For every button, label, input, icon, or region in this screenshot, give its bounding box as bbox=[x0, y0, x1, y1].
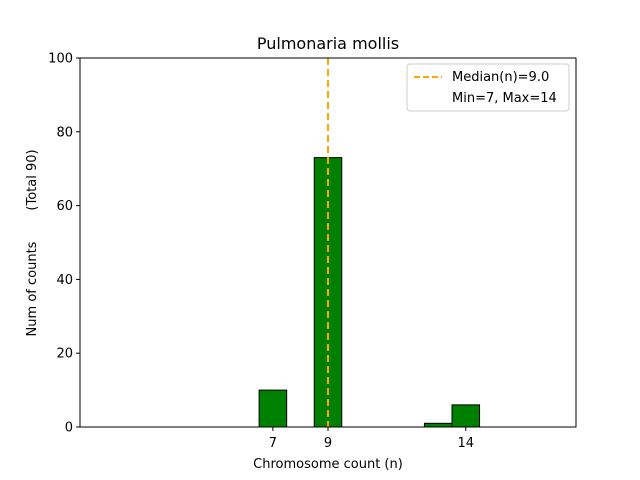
x-tick-label: 9 bbox=[324, 436, 332, 451]
y-axis-label: Num of counts bbox=[25, 241, 40, 336]
legend-box bbox=[406, 63, 570, 112]
y-tick-label: 80 bbox=[56, 125, 73, 140]
legend-entry-minmax: Min=7, Max=14 bbox=[452, 91, 557, 106]
y-tick-label: 0 bbox=[65, 421, 73, 436]
x-axis-label: Chromosome count (n) bbox=[253, 457, 403, 472]
legend: Median(n)=9.0 Min=7, Max=14 bbox=[406, 63, 570, 112]
bar bbox=[258, 389, 288, 428]
bars-layer bbox=[258, 157, 481, 428]
y-tick-label: 20 bbox=[56, 347, 73, 362]
bar bbox=[423, 422, 453, 428]
x-tick-label: 14 bbox=[458, 436, 475, 451]
y-tick-label: 40 bbox=[56, 273, 73, 288]
legend-entry-median: Median(n)=9.0 bbox=[452, 70, 549, 85]
y-ticks: 0 20 40 60 80 100 bbox=[48, 52, 80, 436]
bar bbox=[451, 404, 481, 428]
x-ticks: 7 9 14 bbox=[269, 427, 474, 451]
x-tick-label: 7 bbox=[269, 436, 277, 451]
chart-title: Pulmonaria mollis bbox=[257, 34, 399, 53]
y-tick-label: 100 bbox=[48, 52, 73, 67]
y-axis-total-label: (Total 90) bbox=[25, 149, 40, 210]
y-tick-label: 60 bbox=[56, 199, 73, 214]
